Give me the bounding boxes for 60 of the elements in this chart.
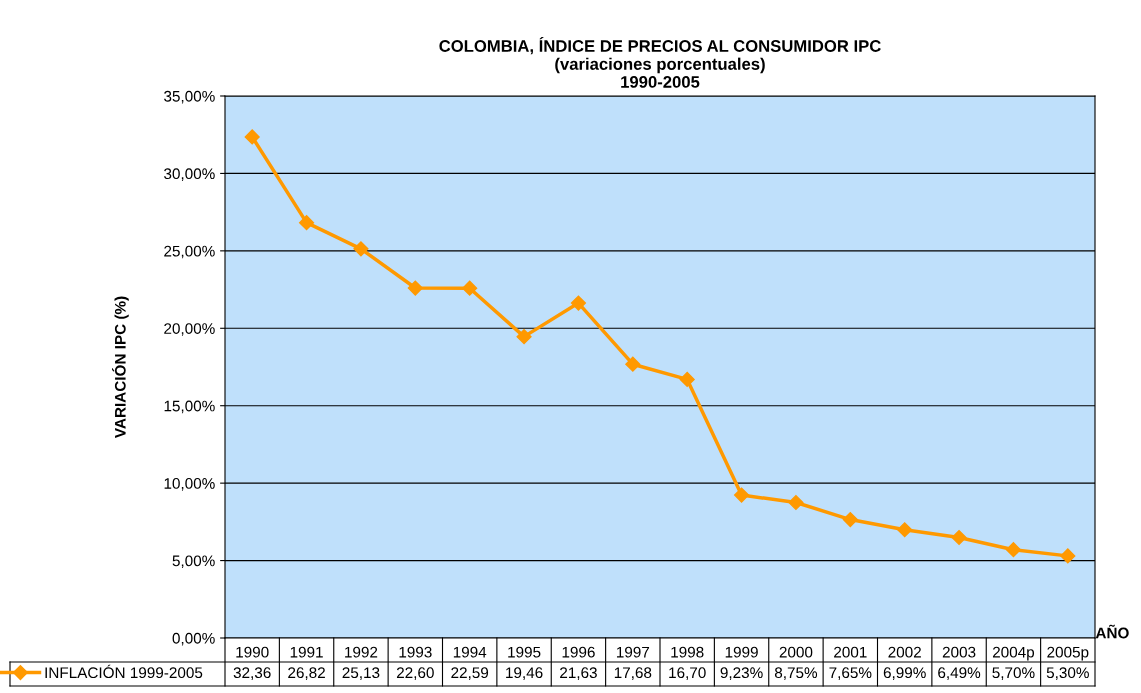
point [733, 487, 750, 503]
point [353, 241, 369, 257]
point [897, 522, 913, 538]
data-label: 16,70 [669, 667, 706, 680]
point [407, 280, 423, 296]
data-label: 19,46 [506, 667, 543, 680]
point [625, 356, 641, 372]
data-label: 26,82 [288, 667, 325, 680]
data-label: 7,65% [829, 667, 872, 680]
data-label: 6,49% [938, 667, 981, 680]
x-tick-label: 1992 [345, 646, 378, 658]
x-tick-label: 2001 [834, 646, 867, 658]
x-tick-label: 1998 [671, 646, 704, 658]
point [244, 129, 260, 145]
data-label: 22,59 [451, 667, 489, 680]
x-tick-label: 1990 [236, 646, 269, 658]
data-label: 17,68 [614, 667, 652, 680]
point [951, 529, 967, 546]
data-label: 5,70% [992, 667, 1035, 680]
y-tick-label: 0,00% [172, 632, 215, 646]
chart-title: COLOMBIA, ÍNDICE DE PRECIOS AL CONSUMIDOR IPC (variaciones porcentuales) 1990-2005 [439, 36, 881, 88]
x-tick-label: 1996 [562, 646, 595, 658]
y-tick-label: 5,00% [172, 555, 215, 569]
x-tick-label: 2004p [992, 646, 1035, 661]
x-tick-label: 1995 [508, 646, 541, 658]
data-label: 25,13 [342, 667, 380, 680]
point [842, 511, 858, 528]
point [788, 494, 804, 511]
data-label: 5,30% [1046, 667, 1089, 680]
point [462, 280, 478, 296]
x-tick-label: 2005p [1047, 646, 1089, 661]
data-label: 21,63 [560, 667, 597, 680]
data-label: 22,60 [396, 667, 434, 680]
x-tick-label: 1993 [399, 646, 432, 658]
y-tick-label: 20,00% [164, 323, 215, 336]
x-tick-label: 2002 [888, 646, 921, 658]
data-label: 8,75% [774, 667, 818, 680]
point [516, 329, 532, 345]
x-tick-label: 1994 [453, 646, 487, 658]
y-tick-label: 25,00% [164, 245, 215, 259]
x-tick-label: 2003 [942, 646, 976, 658]
y-tick-label: 30,00% [164, 168, 215, 181]
y-tick-label: 35,00% [164, 90, 215, 104]
legend-label: INFLACIÓN 1999-2005 [45, 664, 203, 679]
data-label: 32,36 [233, 667, 271, 680]
x-tick-label: 1999 [725, 646, 758, 658]
point [1060, 548, 1076, 564]
x-tick-label: 1991 [290, 646, 323, 658]
point [298, 215, 315, 231]
point [1005, 542, 1022, 558]
y-axis-title: VARIACIÓN IPC (%) [112, 296, 129, 439]
y-tick-label: 15,00% [164, 400, 215, 414]
point [570, 295, 587, 311]
x-tick-label: 2000 [779, 646, 813, 658]
data-label: 9,23% [720, 667, 763, 680]
x-axis-title: AÑO [1095, 624, 1129, 639]
point [679, 371, 695, 387]
y-tick-label: 10,00% [164, 478, 215, 491]
x-tick-label: 1997 [616, 646, 650, 658]
data-label: 6,99% [883, 667, 926, 680]
